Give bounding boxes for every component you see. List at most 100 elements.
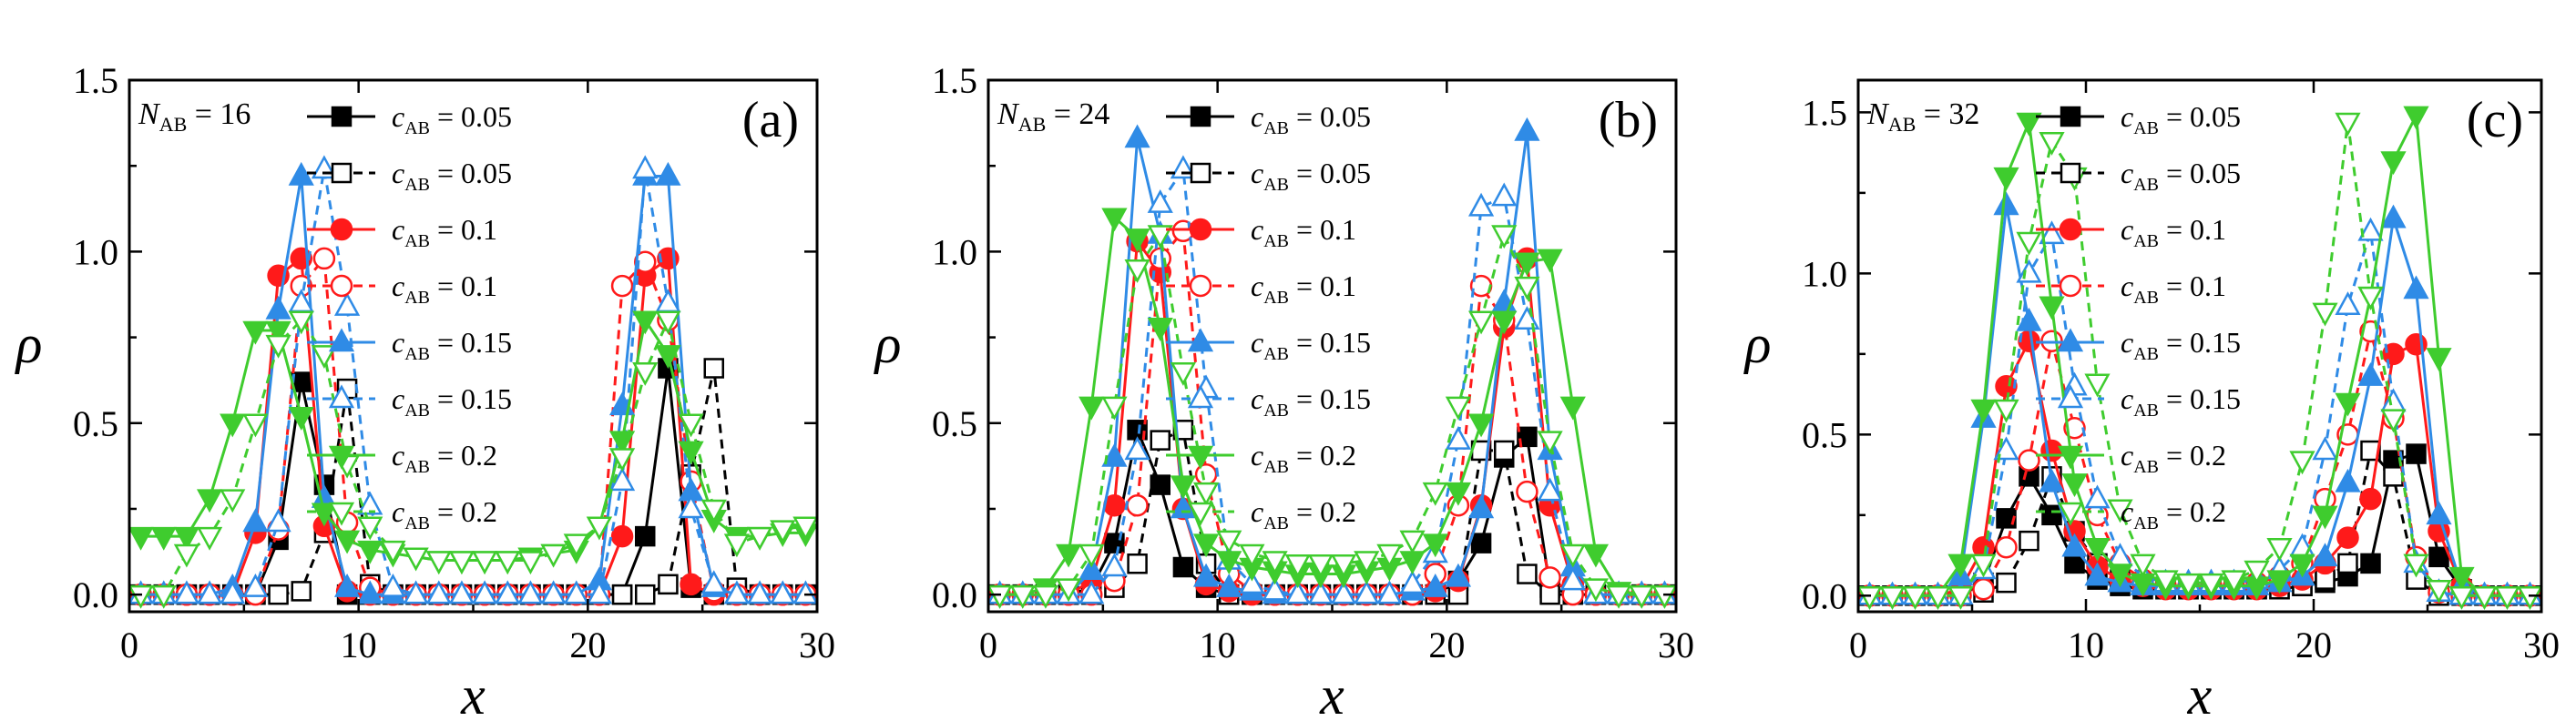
data-point: [1879, 586, 1906, 610]
data-point: [333, 574, 361, 597]
data-point: [2016, 231, 2042, 256]
legend-label: cAB = 0.15: [1251, 326, 1371, 364]
y-tick-label: 1.0: [1802, 253, 1847, 294]
data-point: [1239, 570, 1265, 594]
data-point: [1629, 584, 1655, 609]
data-point: [1284, 554, 1311, 578]
x-tick-label: 10: [341, 625, 377, 665]
legend-label: cAB = 0.1: [392, 213, 497, 251]
legend-swatch-marker: [1187, 384, 1214, 409]
data-point: [357, 540, 383, 564]
data-point: [312, 247, 336, 270]
data-point: [2289, 451, 2315, 475]
data-point: [1995, 535, 2018, 559]
data-point: [2357, 362, 2384, 386]
data-point: [1078, 396, 1105, 421]
x-axis-label: x: [1319, 665, 1344, 721]
x-tick-label: 10: [1200, 625, 1236, 665]
data-point: [2018, 449, 2040, 472]
data-point: [2016, 307, 2042, 331]
data-point: [1514, 306, 1540, 330]
data-point: [1192, 533, 1220, 558]
data-point: [1192, 563, 1220, 587]
legend-label: cAB = 0.1: [1251, 269, 1356, 308]
data-point: [2040, 439, 2063, 462]
series-line: [999, 214, 1665, 596]
series-5: [128, 155, 819, 604]
y-tick-label: 0.0: [1802, 575, 1847, 616]
data-point: [986, 584, 1013, 609]
data-point: [1947, 586, 1974, 610]
data-point: [2312, 436, 2338, 461]
data-point: [128, 584, 154, 609]
data-point: [1491, 182, 1518, 207]
data-point: [1376, 543, 1403, 568]
data-point: [128, 526, 154, 551]
series-7: [986, 225, 1678, 609]
legend-item: cAB = 0.05: [2036, 157, 2241, 195]
data-point: [1445, 426, 1472, 450]
legend-item: cAB = 0.05: [307, 100, 512, 138]
legend-label: cAB = 0.15: [1251, 382, 1371, 421]
legend-swatch-marker: [330, 218, 353, 241]
data-point: [265, 508, 291, 533]
x-tick-label: 0: [979, 625, 997, 665]
data-point: [1124, 124, 1150, 148]
data-point: [2061, 473, 2088, 498]
data-point: [746, 526, 773, 551]
legend-item: cAB = 0.2: [307, 439, 497, 477]
x-tick-label: 30: [2523, 625, 2560, 665]
data-point: [173, 580, 200, 604]
data-point: [2360, 553, 2381, 574]
legend: cAB = 0.05 cAB = 0.05 cAB = 0.1 cAB = 0.1 cA…: [1166, 100, 1371, 533]
data-point: [1514, 252, 1540, 277]
legend-swatch-marker: [1189, 218, 1212, 241]
data-point: [1559, 396, 1586, 421]
legend-item: cAB = 0.05: [2036, 100, 2241, 138]
data-point: [403, 580, 429, 604]
data-point: [1078, 543, 1105, 568]
legend-label: cAB = 0.05: [2121, 157, 2241, 195]
n-ab-annotation: NAB = 32: [1866, 97, 1979, 136]
data-point: [1127, 553, 1148, 574]
data-point: [291, 581, 312, 602]
data-point: [471, 580, 498, 604]
data-point: [1147, 225, 1173, 249]
y-axis-label: ρ: [1743, 314, 1772, 374]
data-point: [632, 362, 659, 386]
data-point: [288, 310, 314, 335]
data-point: [173, 543, 200, 568]
data-point: [1993, 436, 2019, 461]
data-point: [1150, 474, 1170, 495]
data-point: [1514, 276, 1540, 300]
legend-label: cAB = 0.2: [392, 439, 497, 477]
data-point: [2471, 586, 2498, 610]
data-point: [2312, 543, 2338, 567]
data-point: [610, 524, 634, 548]
series-7: [128, 310, 819, 609]
data-point: [220, 489, 246, 513]
data-point: [2380, 151, 2407, 176]
data-point: [2039, 468, 2065, 493]
data-point: [655, 310, 681, 335]
data-point: [2084, 537, 2111, 562]
data-point: [1422, 574, 1448, 597]
data-point: [658, 574, 679, 595]
data-point: [1262, 576, 1288, 601]
data-point: [2107, 564, 2133, 588]
x-tick-label: 20: [1428, 625, 1465, 665]
data-point: [1996, 508, 2017, 529]
data-point: [1517, 564, 1538, 584]
legend-swatch-marker: [328, 502, 355, 526]
series-line: [140, 315, 806, 596]
legend-item: cAB = 0.2: [2036, 495, 2226, 533]
data-point: [608, 467, 636, 492]
data-point: [2084, 484, 2111, 509]
data-point: [608, 448, 636, 472]
legend-swatch-marker: [330, 274, 353, 298]
legend-swatch-marker: [2057, 328, 2084, 352]
data-point: [1491, 310, 1518, 335]
y-tick-label: 0.5: [73, 403, 118, 444]
data-point: [1605, 584, 1632, 609]
data-point: [1399, 530, 1426, 554]
